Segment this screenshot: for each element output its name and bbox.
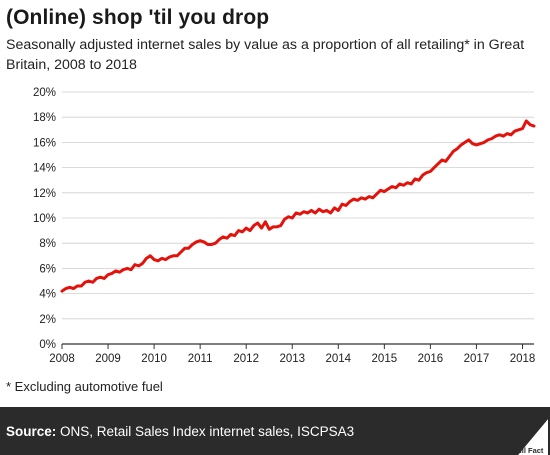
svg-text:Full Fact: Full Fact	[513, 446, 544, 455]
x-tick-label: 2010	[141, 353, 167, 365]
y-tick-label: 0%	[39, 339, 56, 351]
x-tick-label: 2018	[510, 353, 536, 365]
x-axis: 2008 2009 2010 2011 2012 2013 2014 2015 2016 2017…	[49, 344, 535, 365]
y-tick-label: 16%	[33, 137, 56, 149]
y-tick-label: 14%	[33, 163, 56, 175]
y-tick-label: 4%	[39, 289, 56, 301]
chart-title: (Online) shop 'til you drop	[6, 6, 270, 29]
y-tick-label: 8%	[39, 238, 56, 250]
x-tick-label: 2009	[95, 353, 121, 365]
x-tick-label: 2012	[233, 353, 259, 365]
full-fact-logo-icon: Full Fact	[508, 415, 548, 455]
y-tick-label: 6%	[39, 263, 56, 275]
y-tick-label: 20%	[33, 87, 56, 99]
gridlines	[62, 91, 534, 345]
x-tick-label: 2011	[188, 353, 213, 365]
source-line: Source: ONS, Retail Sales Index internet…	[6, 424, 354, 439]
x-tick-label: 2015	[372, 353, 398, 365]
internet-sales-series-line	[60, 119, 536, 293]
footnote: * Excluding automotive fuel	[6, 379, 163, 394]
y-tick-label: 2%	[39, 314, 56, 326]
y-axis: 0% 2% 4% 6% 8% 10% 12% 14% 16% 18% 20%	[33, 87, 56, 351]
line-chart: 0% 2% 4% 6% 8% 10% 12% 14% 16% 18% 20% 2008 2009 201…	[33, 87, 536, 365]
x-tick-label: 2008	[49, 353, 75, 365]
y-tick-label: 18%	[33, 112, 56, 124]
source-label: Source:	[6, 424, 57, 439]
footer-bar: Source: ONS, Retail Sales Index internet…	[0, 407, 550, 455]
x-tick-label: 2013	[279, 353, 305, 365]
x-tick-label: 2017	[464, 353, 490, 365]
chart-subtitle: Seasonally adjusted internet sales by va…	[6, 37, 525, 73]
y-tick-label: 10%	[33, 213, 56, 225]
y-tick-label: 12%	[33, 188, 56, 200]
source-text: ONS, Retail Sales Index internet sales, …	[56, 424, 355, 439]
x-tick-label: 2016	[418, 353, 444, 365]
x-tick-label: 2014	[325, 353, 351, 365]
series-layer	[60, 119, 536, 293]
